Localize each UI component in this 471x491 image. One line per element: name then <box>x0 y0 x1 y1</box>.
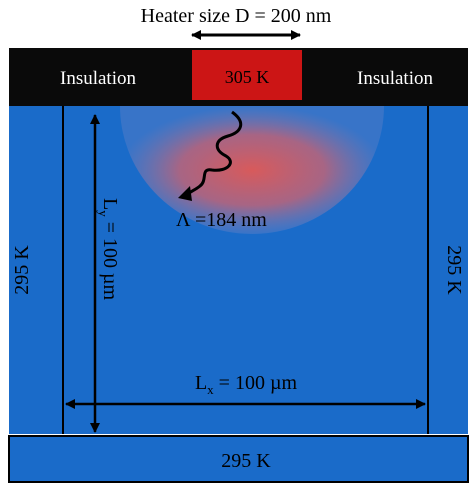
mean-free-path-label: Λ =184 nm <box>176 209 267 231</box>
bottom-boundary <box>8 435 469 483</box>
length-y-label: Ly = 100 µm <box>96 198 121 301</box>
length-x-label: Lx = 100 µm <box>195 372 298 397</box>
right-wall-temp-label: 295 K <box>443 245 465 295</box>
phonon-arrow-head <box>178 186 192 201</box>
heater-size-label: Heater size D = 200 nm <box>141 5 332 27</box>
insulation-left-label: Insulation <box>60 68 136 89</box>
bottom-temp-label: 295 K <box>221 450 271 472</box>
heater-temp-label: 305 K <box>225 67 270 87</box>
phonon-path <box>182 110 243 199</box>
insulation-right-label: Insulation <box>357 68 433 89</box>
left-wall-temp-label: 295 K <box>11 245 33 295</box>
heater <box>192 50 302 100</box>
hot-spot <box>120 106 384 234</box>
